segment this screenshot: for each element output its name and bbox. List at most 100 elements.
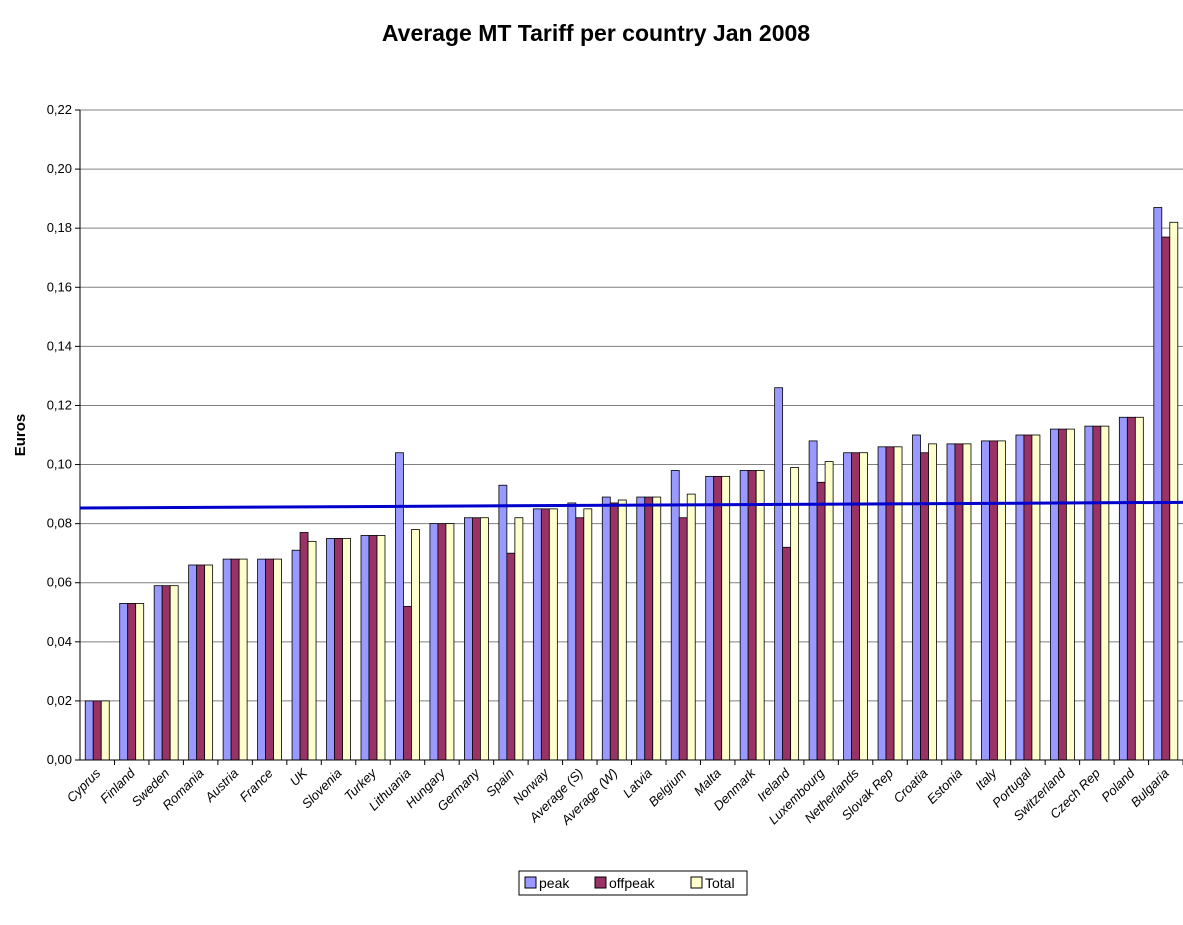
bar-offpeak-7 [334,538,343,761]
bar-offpeak-18 [713,475,723,761]
y-tick-label: 0,12 [47,397,72,412]
bar-total-24 [928,443,937,761]
bar-offpeak-10 [437,523,447,761]
bar-total-11 [480,517,489,761]
x-tick-label: Austria [201,766,241,806]
bar-total-18 [721,475,731,761]
bar-offpeak-14 [575,517,585,761]
bar-offpeak-8 [368,535,378,761]
bar-peak-27 [1015,434,1025,761]
bar-offpeak-12 [506,552,516,761]
y-tick-label: 0,22 [47,102,72,117]
bar-total-31 [1169,221,1179,761]
bar-peak-20 [774,387,784,761]
bar-offpeak-15 [609,502,619,761]
bar-total-19 [755,470,765,761]
average-reference-line [79,500,1183,510]
bar-total-22 [859,452,868,761]
bar-total-23 [893,446,903,761]
bar-peak-15 [601,496,611,761]
bar-offpeak-24 [920,452,929,761]
y-tick-label: 0,02 [47,693,72,708]
bar-offpeak-30 [1126,416,1136,761]
bar-offpeak-17 [678,517,688,761]
y-axis-ticks: 0,00 0,02 0,04 0,06 0,08 0,10 0,12 0,14 0,16 0,18… [47,102,80,767]
bar-total-25 [962,443,972,761]
bar-offpeak-29 [1092,425,1102,761]
bar-offpeak-11 [472,517,481,761]
bar-offpeak-22 [851,452,860,761]
x-tick-label: Italy [972,764,1001,793]
y-tick-label: 0,06 [47,575,72,590]
bar-total-0 [100,700,110,761]
bar-total-5 [273,558,282,761]
bar-total-2 [169,585,179,761]
bar-offpeak-9 [403,605,412,761]
bar-peak-9 [395,452,404,761]
bar-total-10 [445,523,455,761]
x-tick-label: UK [287,765,311,789]
bar-total-7 [342,538,351,761]
bar-offpeak-28 [1057,428,1067,761]
bar-peak-5 [257,558,266,761]
bar-total-27 [1031,434,1041,761]
bar-total-6 [307,540,317,761]
bar-peak-12 [498,484,508,761]
reference-line [79,500,1183,510]
bar-peak-31 [1153,207,1163,761]
legend-label-offpeak: offpeak [609,875,656,891]
chart-title: Average MT Tariff per country Jan 2008 [382,20,810,46]
x-tick-label: Croatia [890,766,930,806]
bar-peak-17 [670,470,680,761]
bar-offpeak-3 [196,564,206,761]
y-tick-label: 0,00 [47,752,72,767]
bar-total-9 [411,529,420,761]
bar-peak-2 [153,585,163,761]
bar-total-4 [238,558,248,761]
bar-total-15 [617,499,627,761]
bar-peak-14 [567,502,577,761]
bar-offpeak-4 [230,558,240,761]
axes [79,110,1183,761]
legend-label-total: Total [705,875,735,891]
bar-offpeak-21 [816,481,826,761]
bar-offpeak-16 [644,496,654,761]
bar-total-1 [135,603,145,761]
bar-peak-7 [326,538,335,761]
bar-offpeak-13 [540,508,550,761]
bar-peak-30 [1118,416,1128,761]
x-tick-label: Belgium [646,765,690,809]
bar-peak-10 [429,523,439,761]
bar-peak-0 [84,700,94,761]
bar-offpeak-6 [299,532,309,761]
bar-peak-19 [739,470,749,761]
y-tick-label: 0,10 [47,457,72,472]
bar-peak-3 [188,564,198,761]
bar-offpeak-23 [885,446,895,761]
bars [84,207,1179,761]
x-tick-label: Cyprus [64,765,104,805]
bar-offpeak-19 [747,470,757,761]
bar-total-26 [997,440,1006,761]
bar-total-17 [686,493,696,761]
bar-offpeak-31 [1161,236,1171,761]
bar-peak-16 [636,496,646,761]
bar-total-20 [790,467,800,761]
bar-offpeak-2 [161,585,171,761]
x-tick-label: Estonia [924,766,965,807]
y-tick-label: 0,20 [47,161,72,176]
bar-peak-4 [222,558,232,761]
bar-offpeak-25 [954,443,964,761]
bar-peak-11 [464,517,473,761]
bar-offpeak-26 [989,440,998,761]
bar-total-29 [1100,425,1110,761]
bar-peak-13 [532,508,542,761]
bar-total-14 [583,508,593,761]
legend-swatch-offpeak [594,876,607,889]
bar-total-28 [1065,428,1075,761]
bar-peak-24 [912,434,921,761]
y-axis-label: Euros [12,414,29,457]
bar-offpeak-27 [1023,434,1033,761]
bar-total-16 [652,496,662,761]
